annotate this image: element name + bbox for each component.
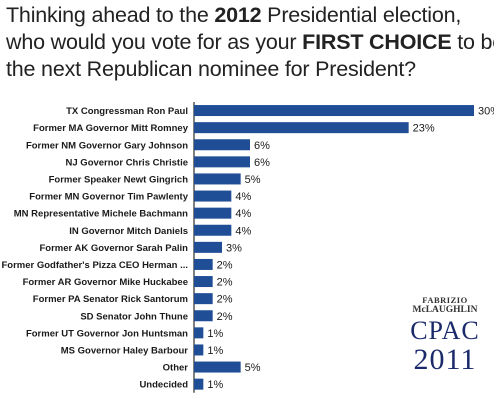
bar xyxy=(194,190,232,202)
bar xyxy=(194,224,232,236)
category-label: SD Senator John Thune xyxy=(80,311,188,322)
value-label: 4% xyxy=(235,191,251,203)
bar xyxy=(194,156,250,168)
category-label: Undecided xyxy=(139,380,188,391)
title-text: who would you vote for as your xyxy=(6,30,303,54)
bar xyxy=(194,122,409,134)
category-labels-group: TX Congressman Ron Paul Former MA Governo… xyxy=(2,106,189,391)
value-label: 5% xyxy=(245,174,261,186)
bar xyxy=(194,361,241,373)
value-labels-group: 30% 23% 6% 6% 5% 4% 4% 4% 3% 2% 2% 2% 2% 1% 1% 5% 1% xyxy=(207,106,494,392)
bar xyxy=(194,293,213,305)
logo-text-fabrizio: FABRIZIO xyxy=(422,295,468,305)
value-label: 1% xyxy=(207,379,223,391)
value-label: 6% xyxy=(254,140,270,152)
bar xyxy=(194,327,204,339)
cpac-logo: FABRIZIO McLAUGHLIN CPAC 2011 xyxy=(400,296,490,392)
title-line-3: the next Republican nominee for Presiden… xyxy=(6,57,416,81)
bar xyxy=(194,276,213,288)
category-label: Former AK Governor Sarah Palin xyxy=(39,243,188,254)
bar xyxy=(194,139,250,151)
value-label: 2% xyxy=(217,259,233,271)
category-label: TX Congressman Ron Paul xyxy=(66,106,188,117)
title-emphasis: FIRST CHOICE xyxy=(302,30,452,54)
category-label: MS Governor Haley Barbour xyxy=(61,345,189,356)
title-line-1: Thinking ahead to the 2012 Presidential … xyxy=(6,2,492,29)
category-label: NJ Governor Chris Christie xyxy=(66,157,188,168)
title-text: to be xyxy=(457,30,494,54)
value-label: 6% xyxy=(254,157,270,169)
logo-text-year: 2011 xyxy=(413,343,477,376)
category-label: Former AR Governor Mike Huckabee xyxy=(23,277,188,288)
title-text: Thinking ahead to the xyxy=(6,3,215,27)
bar xyxy=(194,241,222,253)
category-label: Former PA Senator Rick Santorum xyxy=(33,294,188,305)
category-label: Former Speaker Newt Gingrich xyxy=(49,174,189,185)
value-label: 1% xyxy=(207,345,223,357)
bar xyxy=(194,105,474,117)
value-label: 2% xyxy=(217,294,233,306)
logo-text-mclaughlin: McLAUGHLIN xyxy=(412,305,478,315)
title-year: 2012 xyxy=(214,3,262,27)
bar xyxy=(194,207,232,219)
value-label: 30% xyxy=(478,106,494,118)
bar xyxy=(194,310,213,322)
value-label: 5% xyxy=(245,362,261,374)
value-label: 1% xyxy=(207,328,223,340)
value-label: 23% xyxy=(413,123,435,135)
value-label: 4% xyxy=(235,208,251,220)
value-label: 3% xyxy=(226,242,242,254)
title-text: Presidential election, xyxy=(261,3,462,27)
category-label: Former NM Governor Gary Johnson xyxy=(26,140,188,151)
bar xyxy=(194,173,241,185)
value-label: 2% xyxy=(217,277,233,289)
bar xyxy=(194,258,213,270)
category-label: Other xyxy=(163,363,189,374)
chart-title: Thinking ahead to the 2012 Presidential … xyxy=(6,2,494,83)
category-label: Former Godfather's Pizza CEO Herman ... xyxy=(2,260,189,271)
value-label: 2% xyxy=(217,311,233,323)
category-label: Former MN Governor Tim Pawlenty xyxy=(29,192,188,203)
bar xyxy=(194,378,204,390)
category-label: Former MA Governor Mitt Romney xyxy=(33,123,189,134)
category-label: Former UT Governor Jon Huntsman xyxy=(26,328,188,339)
bars-group xyxy=(194,105,474,390)
logo-text-cpac: CPAC xyxy=(410,316,480,345)
bar xyxy=(194,344,204,356)
category-label: IN Governor Mitch Daniels xyxy=(69,226,188,237)
category-label: MN Representative Michele Bachmann xyxy=(14,209,188,220)
value-label: 4% xyxy=(235,225,251,237)
title-line-2: who would you vote for as your FIRST CHO… xyxy=(6,29,494,56)
